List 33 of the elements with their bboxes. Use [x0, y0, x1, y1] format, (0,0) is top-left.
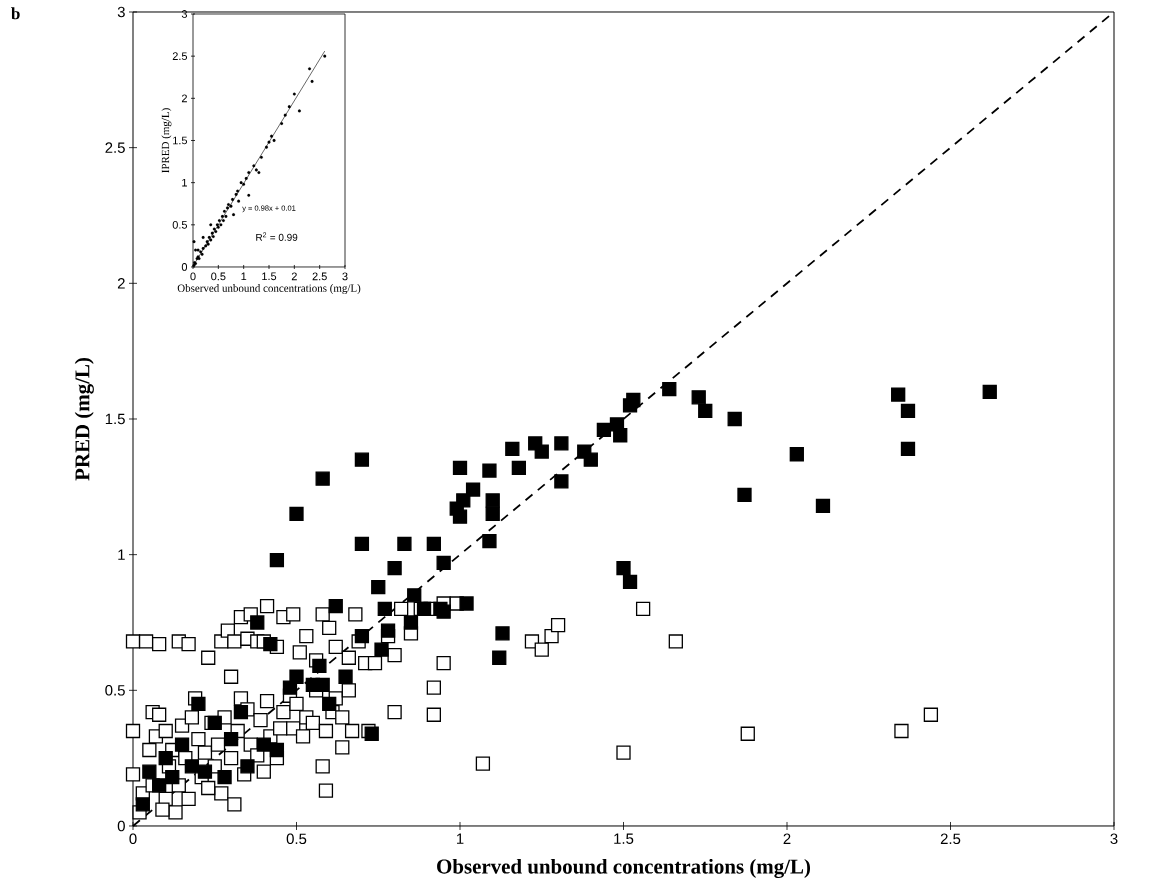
x-tick-label: 3: [342, 272, 348, 281]
y-tick-label: 2: [181, 94, 187, 102]
y-tick-label: 2.5: [105, 142, 125, 153]
x-tick-label: 1: [456, 833, 464, 844]
x-tick-label: 2: [291, 272, 297, 280]
y-axis-title: IPRED (mg/L): [161, 108, 172, 173]
x-tick-label: 0: [190, 272, 196, 281]
y-tick-label: 1.5: [105, 413, 125, 424]
x-tick-label: 2: [783, 833, 791, 844]
x-tick-label: 2.5: [312, 272, 327, 281]
x-tick-label: 2.5: [940, 833, 961, 844]
y-tick-label: 3: [117, 6, 125, 18]
y-tick-label: 3: [181, 9, 187, 18]
x-tick-label: 0.5: [286, 833, 307, 844]
y-tick-label: 0.5: [105, 684, 125, 696]
x-tick-label: 3: [1110, 833, 1118, 844]
y-tick-label: 2.5: [172, 52, 188, 60]
annotation: R$^{2}$ = 0.99: [256, 232, 298, 241]
text: b: [11, 7, 20, 20]
x-tick-label: 0.5: [211, 272, 226, 281]
y-tick-label: 1: [118, 549, 125, 560]
y-tick-label: 1: [182, 178, 187, 187]
x-axis-title: Observed unbound concentrations (mg/L): [437, 858, 811, 878]
x-tick-label: 1: [241, 272, 247, 280]
y-axis-title: PRED (mg/L): [74, 357, 94, 481]
x-tick-label: 0: [129, 833, 137, 844]
x-axis-title: Observed unbound concentrations (mg/L): [177, 283, 361, 294]
x-tick-label: 1.5: [614, 833, 634, 844]
y-tick-label: 0.5: [172, 220, 188, 229]
x-tick-label: 1.5: [262, 272, 277, 280]
y-tick-label: 1.5: [173, 136, 188, 145]
y-tick-label: 0: [181, 262, 188, 271]
y-tick-label: 0: [117, 820, 125, 832]
